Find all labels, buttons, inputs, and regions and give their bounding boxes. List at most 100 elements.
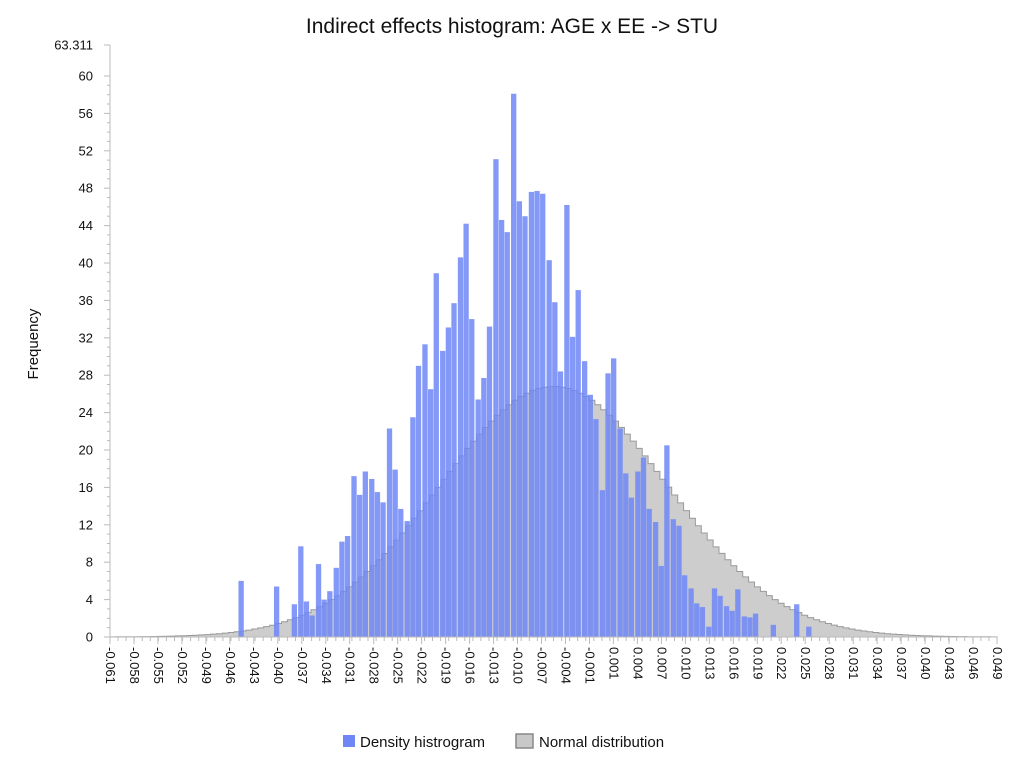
histogram-bar	[404, 521, 410, 637]
histogram-bar	[741, 616, 747, 637]
histogram-bar	[351, 476, 357, 637]
x-tick-label: -0.046	[223, 647, 238, 684]
y-tick-label: 40	[79, 256, 93, 271]
y-tick-label: 4	[86, 592, 93, 607]
histogram-bar	[729, 610, 735, 637]
histogram-bar	[794, 604, 800, 637]
legend-label-normal: Normal distribution	[539, 734, 664, 751]
histogram-bar	[481, 377, 487, 637]
x-tick-label: -0.028	[367, 647, 382, 684]
y-tick-label: 60	[79, 69, 93, 84]
histogram-bar	[747, 617, 753, 637]
histogram-bar	[522, 216, 528, 637]
y-tick-label: 24	[79, 405, 93, 420]
histogram-bar	[564, 205, 570, 637]
histogram-bar	[540, 193, 546, 637]
x-tick-label: -0.022	[415, 647, 430, 684]
x-tick-label: -0.052	[175, 647, 190, 684]
x-tick-label: -0.037	[295, 647, 310, 684]
histogram-bar	[291, 604, 298, 637]
x-tick-label: -0.055	[151, 647, 166, 684]
histogram-bar	[599, 490, 606, 637]
histogram-bar	[605, 373, 611, 637]
histogram-bar	[475, 399, 481, 637]
y-tick-label: 56	[79, 106, 93, 121]
histogram-bar	[380, 502, 386, 637]
histogram-bar	[422, 344, 428, 637]
x-tick-label: 0.043	[942, 647, 957, 680]
legend-swatch-normal	[515, 733, 534, 749]
histogram-bar	[611, 358, 617, 637]
y-tick-label: 28	[79, 368, 93, 383]
x-tick-label: 0.001	[606, 647, 621, 680]
histogram-bar	[658, 565, 664, 637]
histogram-bar	[587, 394, 593, 637]
x-tick-label: -0.010	[511, 647, 526, 684]
histogram-bar	[706, 626, 712, 637]
histogram-bar	[486, 326, 493, 637]
histogram-bar	[427, 389, 434, 637]
histogram-bar	[581, 361, 588, 637]
x-tick-label: -0.061	[103, 647, 118, 684]
x-tick-label: 0.046	[966, 647, 981, 680]
histogram-bar	[735, 589, 741, 637]
histogram-bar	[369, 478, 375, 637]
x-tick-label: -0.013	[487, 647, 502, 684]
histogram-bar	[681, 575, 688, 637]
y-tick-label: 12	[79, 517, 93, 532]
histogram-bar	[664, 445, 670, 637]
x-tick-label: 0.016	[726, 647, 741, 680]
x-tick-label: 0.010	[678, 647, 693, 680]
histogram-bar	[315, 564, 322, 637]
x-tick-label: -0.058	[127, 647, 142, 684]
histogram-bar	[333, 567, 339, 637]
histogram-bar	[339, 541, 345, 637]
histogram-bar	[469, 319, 475, 637]
legend: Density histrogram Normal distribution	[343, 733, 664, 751]
histogram-bar	[528, 191, 535, 637]
histogram-bar	[593, 419, 599, 637]
histogram-bar	[273, 586, 280, 637]
histogram-bar	[386, 428, 393, 637]
histogram-bar	[552, 302, 558, 637]
y-tick-label: 52	[79, 143, 93, 158]
histogram-bar	[415, 365, 422, 637]
histogram-bar	[398, 508, 404, 637]
histogram-bar	[699, 607, 706, 637]
y-tick-label: 32	[79, 330, 93, 345]
histogram-bar	[504, 232, 510, 637]
x-tick-label: 0.004	[630, 647, 645, 680]
x-tick-label: 0.013	[702, 647, 717, 680]
y-tick-label: 8	[86, 555, 93, 570]
histogram-bar	[723, 606, 730, 637]
x-tick-label: -0.019	[439, 647, 454, 684]
x-tick-label: 0.034	[870, 647, 885, 680]
x-tick-label: -0.001	[583, 647, 598, 684]
x-tick-label: -0.049	[199, 647, 214, 684]
histogram-bar	[303, 601, 310, 637]
histogram-bar	[569, 336, 576, 637]
histogram-bar	[392, 469, 398, 637]
histogram-bar	[617, 428, 623, 637]
histogram-bar	[770, 624, 776, 637]
histogram-bar	[752, 613, 759, 637]
histogram-bar	[309, 615, 315, 637]
x-tick-label: -0.007	[535, 647, 550, 684]
histogram-bar	[806, 626, 812, 637]
histogram-bar	[652, 521, 659, 637]
x-tick-label: 0.007	[654, 647, 669, 680]
x-tick-label: -0.016	[463, 647, 478, 684]
histogram-bar	[493, 159, 499, 637]
y-tick-label: 48	[79, 181, 93, 196]
histogram-bar	[433, 273, 439, 637]
x-tick-label: 0.040	[918, 647, 933, 680]
x-tick-label: -0.025	[391, 647, 406, 684]
x-tick-label: 0.037	[894, 647, 909, 680]
x-tick-label: -0.043	[247, 647, 262, 684]
histogram-bar	[575, 290, 581, 637]
histogram-bar	[511, 93, 517, 638]
histogram-bar	[344, 536, 351, 637]
y-tick-label: 36	[79, 293, 93, 308]
